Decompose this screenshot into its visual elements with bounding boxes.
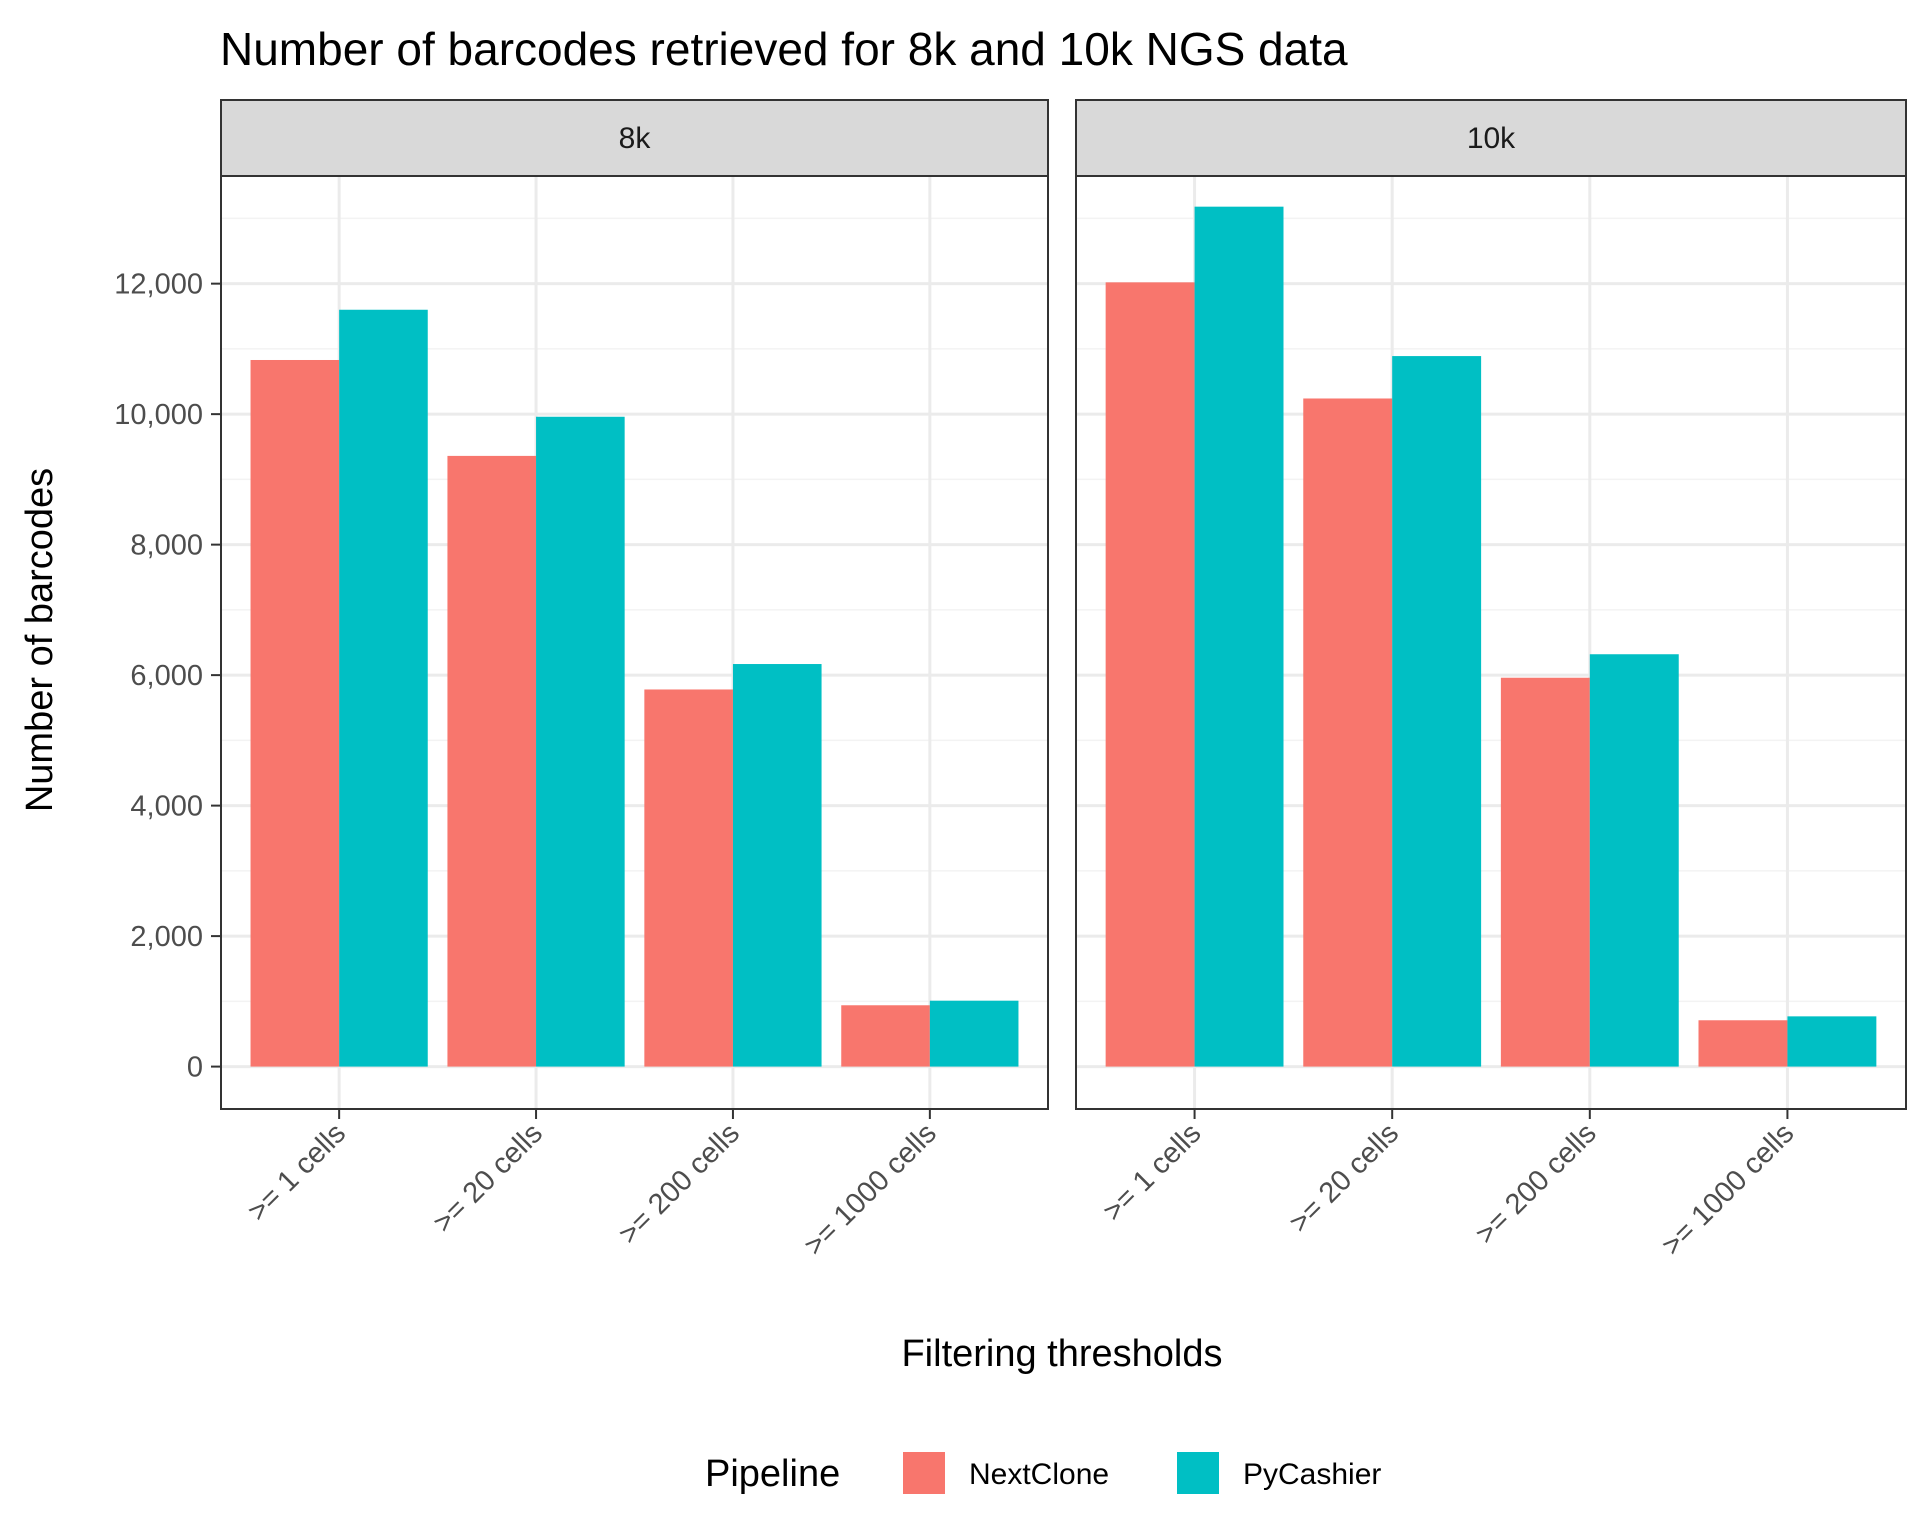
y-tick-label: 12,000 [114, 269, 203, 301]
x-tick-label: >= 1 cells [1097, 1117, 1207, 1227]
legend-key-pycashier [1177, 1452, 1219, 1494]
x-tick-label: >= 200 cells [1470, 1117, 1603, 1250]
x-tick-label: >= 20 cells [1283, 1117, 1405, 1239]
facet-strip [220, 99, 1049, 177]
bar-8k-nextclone-0 [250, 359, 340, 1067]
x-tick-label: >= 200 cells [613, 1117, 746, 1250]
bar-10k-nextclone-0 [1105, 282, 1195, 1067]
bar-8k-nextclone-3 [841, 1005, 930, 1067]
facet-strip-label: 10k [1467, 122, 1516, 155]
y-tick-label: 4,000 [130, 791, 203, 823]
facet-strip-label: 8k [619, 122, 652, 155]
facet-panels: 8k >= 1 cells >= 20 cells >= 200 cells >= 10… [220, 99, 1907, 1262]
facet-strip [1075, 99, 1907, 177]
x-tick-label: >= 20 cells [427, 1117, 549, 1239]
y-axis-title: Number of barcodes [19, 468, 61, 812]
bar-8k-nextclone-1 [447, 455, 537, 1067]
legend-title: Pipeline [705, 1453, 840, 1495]
bar-8k-nextclone-2 [644, 689, 733, 1067]
legend-key-nextclone [903, 1452, 945, 1494]
bar-10k-nextclone-1 [1303, 398, 1393, 1067]
y-axis: 0 2,000 4,000 6,000 8,000 10,000 12,000 [114, 269, 221, 1084]
y-tick-label: 0 [187, 1052, 203, 1084]
legend: Pipeline NextClone PyCashier [705, 1452, 1381, 1495]
bar-10k-nextclone-3 [1698, 1020, 1788, 1067]
bar-8k-pycashier-3 [929, 1000, 1019, 1067]
x-tick-label: >= 1000 cells [1656, 1117, 1801, 1262]
bar-8k-pycashier-0 [339, 309, 428, 1067]
y-tick-label: 10,000 [114, 399, 203, 431]
y-tick-label: 6,000 [130, 660, 203, 692]
bar-10k-nextclone-2 [1500, 677, 1590, 1067]
bar-10k-pycashier-3 [1787, 1016, 1877, 1067]
facet-panel-8k: 8k >= 1 cells >= 20 cells >= 200 cells >= 10… [220, 99, 1049, 1262]
bar-10k-pycashier-1 [1392, 356, 1482, 1067]
bar-10k-pycashier-2 [1589, 654, 1679, 1067]
bar-10k-pycashier-0 [1194, 206, 1284, 1067]
bar-8k-pycashier-1 [536, 416, 625, 1067]
legend-label-pycashier: PyCashier [1243, 1458, 1381, 1491]
x-axis-title: Filtering thresholds [901, 1333, 1222, 1375]
x-tick-label: >= 1 cells [242, 1117, 352, 1227]
legend-label-nextclone: NextClone [969, 1458, 1109, 1491]
bar-8k-pycashier-2 [732, 664, 822, 1067]
x-tick-label: >= 1000 cells [798, 1117, 943, 1262]
facet-panel-10k: 10k >= 1 cells >= 20 cells >= 200 cells >= 1… [1075, 99, 1907, 1262]
chart-title: Number of barcodes retrieved for 8k and … [220, 23, 1348, 75]
y-tick-label: 8,000 [130, 530, 203, 562]
y-tick-label: 2,000 [130, 921, 203, 953]
